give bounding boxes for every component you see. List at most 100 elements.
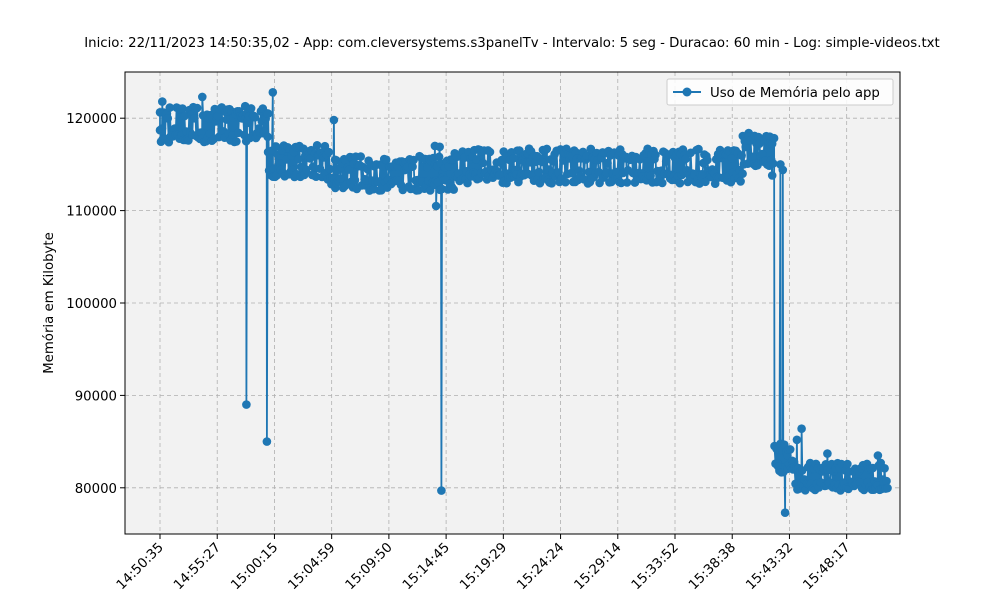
data-point — [603, 158, 612, 168]
data-point — [180, 111, 189, 121]
data-point — [356, 152, 366, 161]
data-point — [463, 178, 472, 188]
data-point — [694, 144, 703, 154]
data-point — [785, 445, 795, 454]
x-tick-label: 15:19:29 — [457, 540, 510, 593]
data-point — [325, 164, 335, 174]
data-point — [646, 171, 655, 180]
x-tick-label: 15:00:15 — [228, 540, 281, 593]
data-point — [434, 152, 444, 162]
data-point — [537, 157, 547, 167]
data-point — [178, 104, 187, 113]
y-tick-label: 110000 — [66, 205, 117, 220]
y-axis-label: Memória em Kilobyte — [41, 232, 57, 374]
data-point — [408, 162, 417, 171]
x-tick-label: 14:55:27 — [171, 540, 224, 593]
data-point — [315, 164, 325, 173]
data-point — [823, 449, 832, 458]
data-point — [163, 114, 173, 123]
data-point — [883, 483, 892, 493]
data-point — [542, 144, 552, 154]
data-point — [381, 155, 391, 164]
data-point — [158, 97, 167, 106]
data-point — [837, 459, 846, 469]
data-point — [748, 152, 757, 162]
data-point — [710, 179, 720, 188]
data-point — [435, 142, 445, 152]
data-point — [350, 175, 360, 185]
data-point — [190, 114, 199, 123]
data-point — [547, 179, 556, 188]
chart-title: Inicio: 22/11/2023 14:50:35,02 - App: co… — [84, 36, 940, 51]
data-point — [198, 92, 207, 102]
x-tick-label: 15:04:59 — [286, 540, 339, 593]
data-point — [268, 88, 278, 97]
data-point — [324, 147, 334, 157]
data-point — [658, 178, 667, 188]
data-point — [843, 459, 852, 469]
data-point — [767, 171, 777, 180]
data-point — [675, 178, 685, 188]
x-tick-label: 15:24:24 — [515, 540, 568, 593]
data-point — [302, 165, 311, 174]
data-point — [561, 177, 570, 187]
x-tick-label: 15:29:14 — [572, 540, 625, 593]
data-point — [485, 147, 495, 157]
data-point — [737, 151, 746, 160]
data-point — [232, 137, 241, 146]
data-point — [780, 508, 790, 517]
data-point — [801, 486, 810, 495]
data-point — [444, 161, 454, 171]
legend-marker — [682, 87, 692, 97]
x-tick-label: 15:38:38 — [686, 540, 739, 593]
legend-box — [666, 78, 894, 106]
data-point — [880, 464, 889, 473]
y-tick-label: 120000 — [66, 112, 117, 127]
legend-label: Uso de Memória pelo app — [710, 85, 880, 101]
data-point — [703, 155, 712, 165]
data-point — [329, 115, 339, 125]
data-point — [651, 150, 660, 160]
x-tick-label: 15:33:52 — [629, 540, 682, 593]
data-point — [701, 177, 710, 187]
data-point — [378, 161, 387, 171]
x-tick-label: 15:43:32 — [743, 540, 796, 593]
data-point — [478, 158, 488, 168]
data-point — [758, 149, 767, 159]
data-point — [472, 155, 481, 164]
series-points — [155, 88, 892, 517]
x-tick-label: 14:50:35 — [114, 540, 167, 593]
data-point — [242, 400, 251, 409]
data-point — [335, 174, 345, 183]
data-point — [792, 435, 802, 445]
data-point — [769, 133, 779, 143]
data-point — [797, 424, 806, 434]
data-point — [873, 451, 883, 460]
data-point — [263, 132, 273, 142]
data-point — [549, 157, 558, 166]
data-point — [681, 154, 691, 164]
data-point — [882, 476, 891, 486]
data-point — [165, 103, 175, 112]
data-point — [263, 109, 273, 118]
data-point — [622, 178, 632, 187]
data-point — [661, 157, 671, 166]
data-point — [213, 111, 223, 121]
x-axis-ticks: 14:50:35 14:55:27 15:00:15 15:04:59 15:09:50… — [114, 534, 854, 593]
data-point — [308, 162, 318, 171]
y-tick-label: 100000 — [66, 297, 117, 312]
data-point — [246, 104, 256, 113]
data-point — [192, 103, 202, 113]
data-point — [222, 115, 231, 124]
data-point — [509, 154, 518, 163]
data-point — [566, 168, 576, 178]
x-tick-label: 15:48:17 — [801, 540, 854, 593]
data-point — [449, 185, 459, 194]
data-point — [778, 165, 788, 175]
data-point — [312, 141, 322, 150]
data-point — [495, 170, 505, 180]
data-point — [437, 486, 446, 495]
data-point — [262, 437, 272, 446]
y-axis-ticks: 80000 90000 100000 110000 120000 — [66, 112, 125, 497]
